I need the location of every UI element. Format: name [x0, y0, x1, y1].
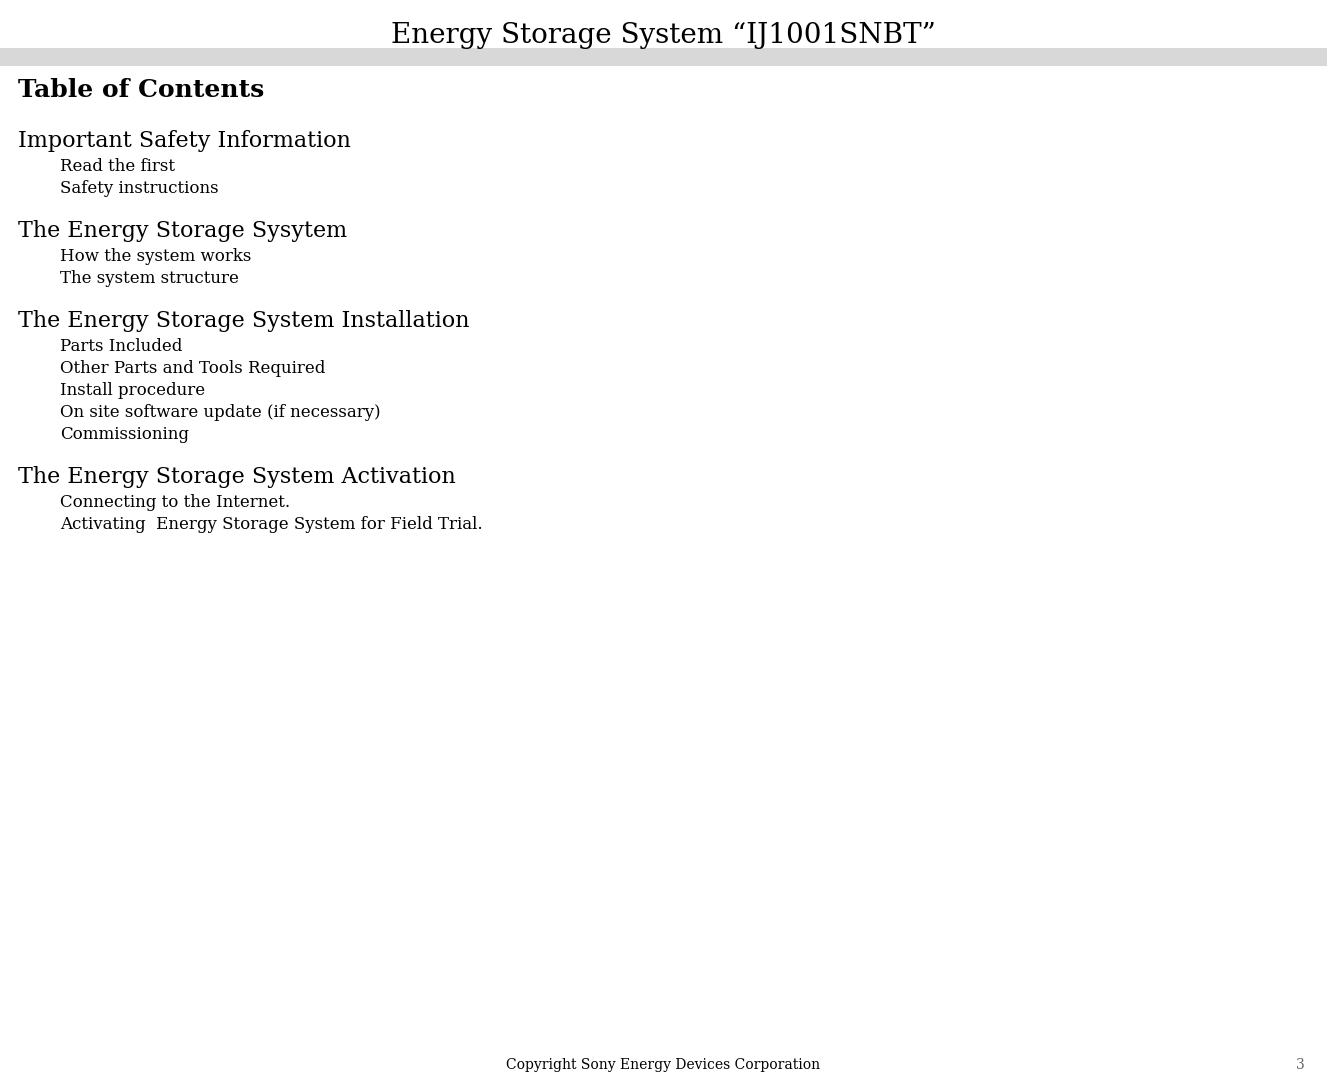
- Text: Safety instructions: Safety instructions: [60, 180, 219, 197]
- Text: Commissioning: Commissioning: [60, 426, 188, 443]
- Text: On site software update (if necessary): On site software update (if necessary): [60, 404, 381, 421]
- Text: Parts Included: Parts Included: [60, 338, 182, 354]
- Text: The Energy Storage System Activation: The Energy Storage System Activation: [19, 466, 455, 488]
- Text: Important Safety Information: Important Safety Information: [19, 130, 350, 152]
- Text: Energy Storage System “IJ1001SNBT”: Energy Storage System “IJ1001SNBT”: [391, 22, 936, 49]
- Text: Activating  Energy Storage System for Field Trial.: Activating Energy Storage System for Fie…: [60, 516, 483, 533]
- Text: Table of Contents: Table of Contents: [19, 78, 264, 102]
- Text: How the system works: How the system works: [60, 248, 251, 264]
- Text: The Energy Storage Sysytem: The Energy Storage Sysytem: [19, 220, 348, 242]
- Bar: [0, 48, 1327, 66]
- Text: 3: 3: [1296, 1058, 1304, 1072]
- Text: Other Parts and Tools Required: Other Parts and Tools Required: [60, 360, 325, 377]
- Text: Install procedure: Install procedure: [60, 382, 206, 399]
- Text: Copyright Sony Energy Devices Corporation: Copyright Sony Energy Devices Corporatio…: [507, 1058, 820, 1072]
- Text: The system structure: The system structure: [60, 270, 239, 287]
- Text: Connecting to the Internet.: Connecting to the Internet.: [60, 494, 291, 511]
- Text: The Energy Storage System Installation: The Energy Storage System Installation: [19, 310, 470, 332]
- Text: Read the first: Read the first: [60, 158, 175, 175]
